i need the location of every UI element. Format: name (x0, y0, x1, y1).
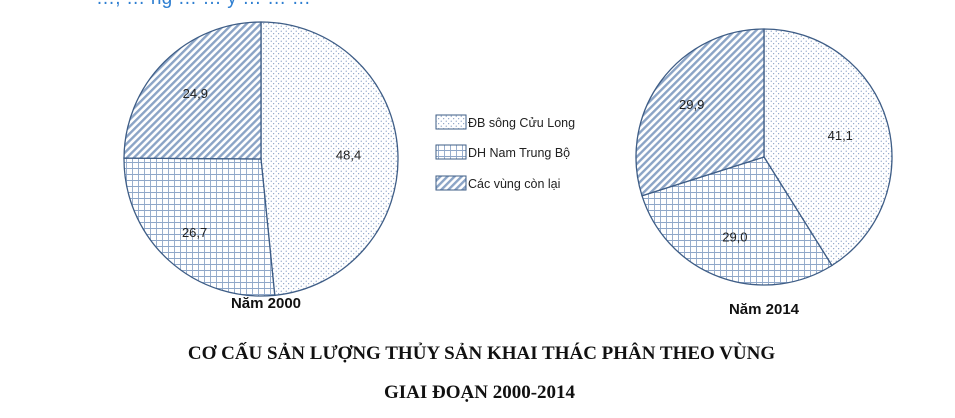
legend-swatch-hatch (435, 175, 467, 191)
legend-label-dbscl: ĐB sông Cửu Long (468, 116, 575, 130)
legend-swatch-dots (435, 114, 467, 130)
value-label-dbscl-2000: 48,4 (336, 148, 361, 163)
slice-dbscl-2000 (260, 21, 399, 297)
value-label-dhntb-2000: 26,7 (182, 225, 207, 240)
legend-swatch-grid (435, 144, 467, 160)
legend-item-dhntb: DH Nam Trung Bộ (435, 144, 570, 160)
chart-title-line-1: CƠ CẤU SẢN LƯỢNG THỦY SẢN KHAI THÁC PHÂN… (187, 343, 776, 364)
legend: ĐB sông Cửu Long DH Nam Trung Bộ Các vùn… (435, 114, 575, 191)
pie-chart-2000: 48,4 26,7 24,9 (123, 21, 399, 297)
chart-title-line-2: GIAI ĐOẠN 2000-2014 (383, 382, 576, 403)
slice-dhntb-2014 (641, 156, 833, 286)
slice-con-lai-2014 (635, 28, 765, 197)
legend-label-con-lai: Các vùng còn lại (468, 177, 560, 191)
value-label-dbscl-2014: 41,1 (828, 128, 853, 143)
caption-2014: Năm 2014 (729, 301, 800, 318)
caption-2000: Năm 2000 (231, 295, 301, 312)
legend-label-dhntb: DH Nam Trung Bộ (468, 146, 570, 160)
cropped-header-text: …, … ng … … y … … … (0, 0, 955, 10)
legend-item-dbscl: ĐB sông Cửu Long (435, 114, 575, 130)
pie-chart-2014: 41,1 29,0 29,9 (635, 28, 893, 286)
slice-dhntb-2000 (123, 157, 276, 297)
pie-charts: 48,4 26,7 24,9 41,1 29,0 29,9 Năm 2000 Năm 2… (123, 21, 893, 318)
legend-item-con-lai: Các vùng còn lại (435, 175, 560, 191)
value-label-con-lai-2014: 29,9 (679, 97, 704, 112)
slice-dbscl-2014 (763, 28, 893, 267)
slice-con-lai-2000 (123, 21, 262, 160)
value-label-con-lai-2000: 24,9 (183, 86, 208, 101)
value-label-dhntb-2014: 29,0 (722, 229, 747, 244)
cropped-header-line: …, … ng … … y … … … (96, 0, 311, 10)
